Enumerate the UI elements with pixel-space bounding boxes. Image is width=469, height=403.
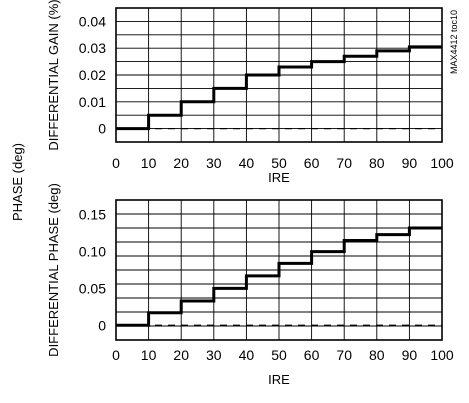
x-tick-label: 20 (173, 155, 189, 171)
x-tick-label: 0 (112, 155, 120, 171)
y-tick-label: 0 (98, 121, 106, 137)
y-axis-label: DIFFERENTIAL PHASE (deg) (46, 183, 61, 357)
x-tick-label: 90 (402, 347, 418, 363)
x-tick-label: 60 (304, 347, 320, 363)
x-tick-label: 30 (206, 347, 222, 363)
plot-frame (115, 7, 443, 143)
side-label: PHASE (deg) (10, 143, 25, 221)
y-tick-label: 0.04 (79, 13, 106, 29)
x-tick-label: 50 (271, 155, 287, 171)
x-tick-label: 40 (239, 155, 255, 171)
x-tick-label: 80 (369, 155, 385, 171)
y-tick-label: 0.05 (79, 280, 106, 296)
chart-panel-gain: 0 10 20 30 40 50 60 70 80 90 100 0 0.01 0.02 0.03 0.04 I… (46, 0, 454, 185)
x-tick-label: 90 (402, 155, 418, 171)
x-tick-label: 60 (304, 155, 320, 171)
x-tick-label: 100 (430, 347, 454, 363)
x-tick-label: 50 (271, 347, 287, 363)
y-axis-label: DIFFERENTIAL GAIN (%) (46, 0, 61, 151)
x-tick-label: 80 (369, 347, 385, 363)
x-tick-label: 20 (173, 347, 189, 363)
series-line (116, 226, 442, 327)
x-tick-label: 40 (239, 347, 255, 363)
x-axis-label: IRE (268, 372, 290, 387)
x-tick-label: 0 (112, 347, 120, 363)
series-line (116, 45, 442, 131)
y-tick-label: 0.02 (79, 67, 106, 83)
y-tick-label: 0.10 (79, 244, 106, 260)
y-tick-label: 0.03 (79, 40, 106, 56)
x-tick-label: 70 (336, 155, 352, 171)
chart-panel-phase: 0 10 20 30 40 50 60 70 80 90 100 0 0.05 0.10 0.15 IRE DI… (46, 183, 454, 387)
x-tick-label: 30 (206, 155, 222, 171)
y-tick-label: 0.01 (79, 94, 106, 110)
plot-frame (115, 199, 443, 341)
figure-code: MAX4412 toc10 (449, 10, 459, 74)
x-tick-label: 70 (336, 347, 352, 363)
y-tick-label: 0.15 (79, 207, 106, 223)
x-tick-label: 10 (141, 347, 157, 363)
x-axis-label: IRE (268, 170, 290, 185)
x-tick-label: 10 (141, 155, 157, 171)
y-tick-label: 0 (98, 317, 106, 333)
x-tick-label: 100 (430, 155, 454, 171)
